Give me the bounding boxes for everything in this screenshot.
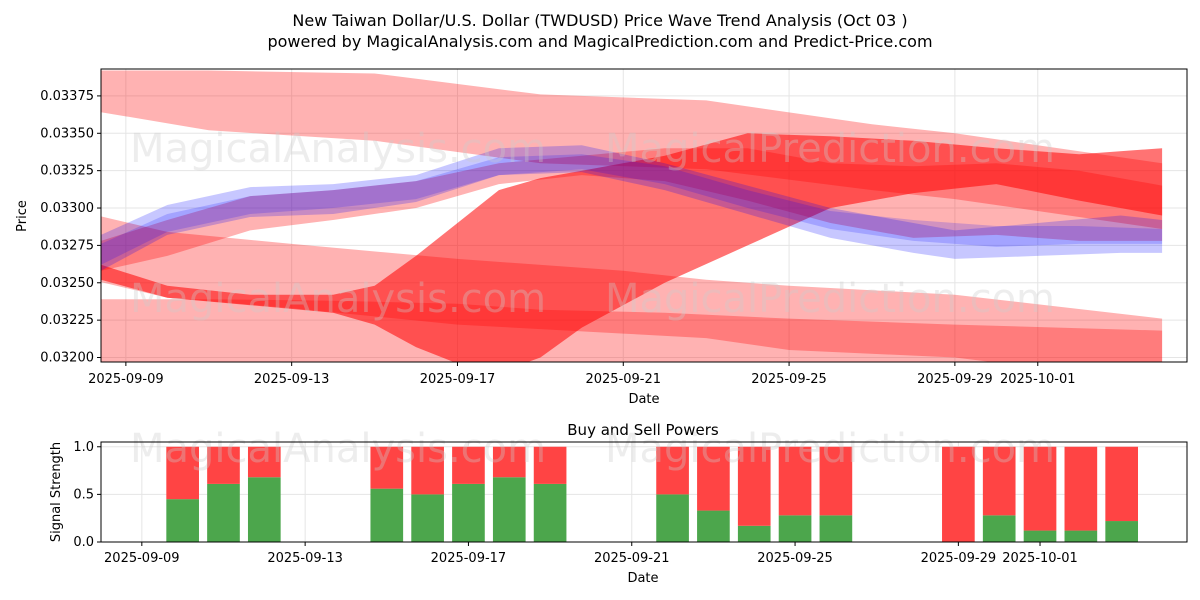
- price-band-blue-wave-2: [101, 154, 1163, 265]
- buy-bar: [737, 525, 771, 542]
- power-x-tick-label: 2025-09-13: [267, 551, 343, 566]
- buy-bar: [1023, 530, 1057, 542]
- price-band-main-red-wave: [101, 148, 1163, 271]
- power-y-axis: 0.0 0.5 1.0: [73, 440, 101, 550]
- buy-bar: [370, 488, 404, 542]
- watermark-right-mid: MagicalPrediction.com: [605, 276, 1055, 322]
- sell-bar: [1023, 446, 1057, 531]
- sell-bar: [942, 446, 975, 542]
- buy-bar: [982, 515, 1016, 542]
- buy-bar: [492, 477, 526, 542]
- buy-bar: [819, 515, 853, 542]
- price-x-tick-label: 2025-10-01: [1000, 372, 1076, 387]
- price-y-axis-label: Price: [15, 200, 30, 232]
- buy-bar: [778, 515, 812, 542]
- price-y-tick-label: 0.03200: [40, 351, 94, 366]
- sell-bar: [492, 446, 526, 478]
- price-y-tick-label: 0.03375: [40, 89, 94, 104]
- power-y-tick-label: 0.5: [73, 487, 94, 502]
- buy-bar: [656, 494, 689, 542]
- price-y-tick-label: 0.03325: [40, 164, 94, 179]
- power-x-tick-label: 2025-09-29: [921, 551, 997, 566]
- figure-title-line1: New Taiwan Dollar/U.S. Dollar (TWDUSD) P…: [292, 11, 907, 30]
- power-x-tick-label: 2025-09-17: [431, 551, 507, 566]
- buy-bar: [247, 477, 281, 542]
- sell-bar: [819, 446, 853, 516]
- buy-bar: [207, 483, 240, 542]
- watermark-left-mid: MagicalAnalysis.com: [130, 276, 546, 322]
- sell-bar: [982, 446, 1016, 516]
- figure-title-line2: powered by MagicalAnalysis.com and Magic…: [267, 32, 932, 51]
- price-y-axis: 0.03200 0.03225 0.03250 0.03275 0.03300 0.033…: [40, 89, 101, 366]
- power-chart-title: Buy and Sell Powers: [567, 421, 719, 439]
- price-x-axis-label: Date: [628, 392, 659, 407]
- price-y-tick-label: 0.03225: [40, 313, 94, 328]
- power-y-tick-label: 0.0: [73, 535, 94, 550]
- power-x-tick-label: 2025-09-09: [104, 551, 180, 566]
- price-x-tick-label: 2025-09-13: [254, 372, 330, 387]
- price-y-tick-label: 0.03275: [40, 238, 94, 253]
- power-plot-frame: [100, 441, 1188, 543]
- sell-bar: [207, 446, 240, 484]
- sell-bar: [247, 446, 281, 478]
- watermark-left-top: MagicalAnalysis.com: [130, 126, 546, 172]
- buy-bar: [1105, 521, 1139, 542]
- price-band-blue-wave: [101, 145, 1163, 271]
- price-x-tick-label: 2025-09-29: [917, 372, 993, 387]
- sell-bar: [1105, 446, 1139, 522]
- price-y-tick-label: 0.03300: [40, 201, 94, 216]
- price-x-tick-label: 2025-09-17: [420, 372, 496, 387]
- buy-bar: [1064, 530, 1098, 542]
- watermark-left-bottom: MagicalAnalysis.com: [130, 426, 546, 472]
- sell-bar: [452, 446, 485, 484]
- power-y-tick-label: 1.0: [73, 440, 94, 455]
- sell-bar: [1064, 446, 1098, 531]
- power-x-tick-label: 2025-10-01: [1002, 551, 1078, 566]
- sell-bar: [370, 446, 404, 489]
- price-y-tick-label: 0.03350: [40, 126, 94, 141]
- power-x-tick-label: 2025-09-21: [594, 551, 670, 566]
- price-plot-frame: [100, 68, 1188, 363]
- watermark-right-bottom: MagicalPrediction.com: [605, 426, 1055, 472]
- buy-bar: [533, 483, 567, 542]
- sell-bar: [166, 446, 199, 500]
- power-x-axis-label: Date: [627, 571, 658, 586]
- price-y-tick-label: 0.03250: [40, 276, 94, 291]
- sell-bar: [533, 446, 567, 484]
- price-band-group: [101, 70, 1163, 362]
- price-x-axis: 2025-09-09 2025-09-13 2025-09-17 2025-09-21…: [88, 362, 1076, 387]
- sell-bar: [778, 446, 812, 516]
- price-wave-bands: [101, 70, 1163, 362]
- price-band-rise-wave: [101, 133, 1163, 362]
- power-x-axis: 2025-09-09 2025-09-13 2025-09-17 2025-09-21…: [104, 542, 1078, 566]
- buy-bar: [452, 483, 485, 542]
- power-y-axis-label: Signal Strength: [49, 442, 64, 542]
- sell-bar: [697, 446, 730, 511]
- sell-bar: [656, 446, 689, 495]
- buy-bar: [697, 510, 730, 542]
- price-x-tick-label: 2025-09-09: [88, 372, 164, 387]
- watermark-right-top: MagicalPrediction.com: [605, 126, 1055, 172]
- buy-bar: [166, 499, 199, 542]
- buy-bar: [411, 494, 444, 542]
- power-x-tick-label: 2025-09-25: [757, 551, 833, 566]
- price-x-tick-label: 2025-09-25: [751, 372, 827, 387]
- power-bars: [166, 446, 1139, 542]
- sell-bar: [411, 446, 444, 495]
- sell-bar: [737, 446, 771, 526]
- price-x-tick-label: 2025-09-21: [585, 372, 661, 387]
